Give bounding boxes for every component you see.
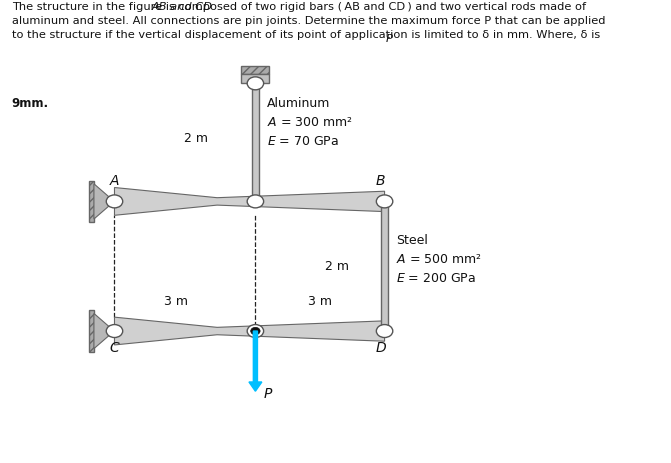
Circle shape — [106, 325, 123, 338]
Text: B: B — [376, 175, 385, 188]
Text: 3 m: 3 m — [164, 295, 188, 308]
Circle shape — [247, 325, 264, 338]
Text: 2 m: 2 m — [185, 132, 209, 145]
FancyArrow shape — [249, 331, 262, 391]
Polygon shape — [94, 313, 111, 349]
Circle shape — [376, 325, 393, 338]
Text: Aluminum
$A$ = 300 mm²
$E$ = 70 GPa: Aluminum $A$ = 300 mm² $E$ = 70 GPa — [267, 97, 353, 148]
Text: 3 m: 3 m — [308, 295, 332, 308]
Text: D: D — [375, 341, 386, 355]
Polygon shape — [115, 188, 384, 215]
Text: Steel
$A$ = 500 mm²
$E$ = 200 GPa: Steel $A$ = 500 mm² $E$ = 200 GPa — [397, 234, 482, 285]
Bar — [381, 201, 388, 331]
Text: 2 m: 2 m — [325, 260, 350, 273]
Text: $P$: $P$ — [263, 388, 273, 401]
Polygon shape — [94, 184, 111, 219]
Bar — [242, 74, 270, 83]
Circle shape — [247, 77, 264, 90]
Bar — [242, 66, 270, 74]
Text: C: C — [109, 341, 119, 355]
Circle shape — [376, 195, 393, 208]
Bar — [89, 310, 94, 352]
Text: P: P — [386, 34, 393, 44]
Text: The structure in the figure is composed of two rigid bars ( AB and CD ) and two : The structure in the figure is composed … — [11, 2, 605, 40]
Bar — [89, 181, 94, 222]
Circle shape — [251, 327, 260, 335]
Bar — [252, 83, 259, 201]
Circle shape — [247, 195, 264, 208]
Polygon shape — [115, 317, 384, 345]
Circle shape — [106, 195, 123, 208]
Text: A: A — [110, 175, 119, 188]
Text: AB and CD: AB and CD — [152, 2, 213, 13]
Text: 9mm.: 9mm. — [11, 97, 49, 110]
